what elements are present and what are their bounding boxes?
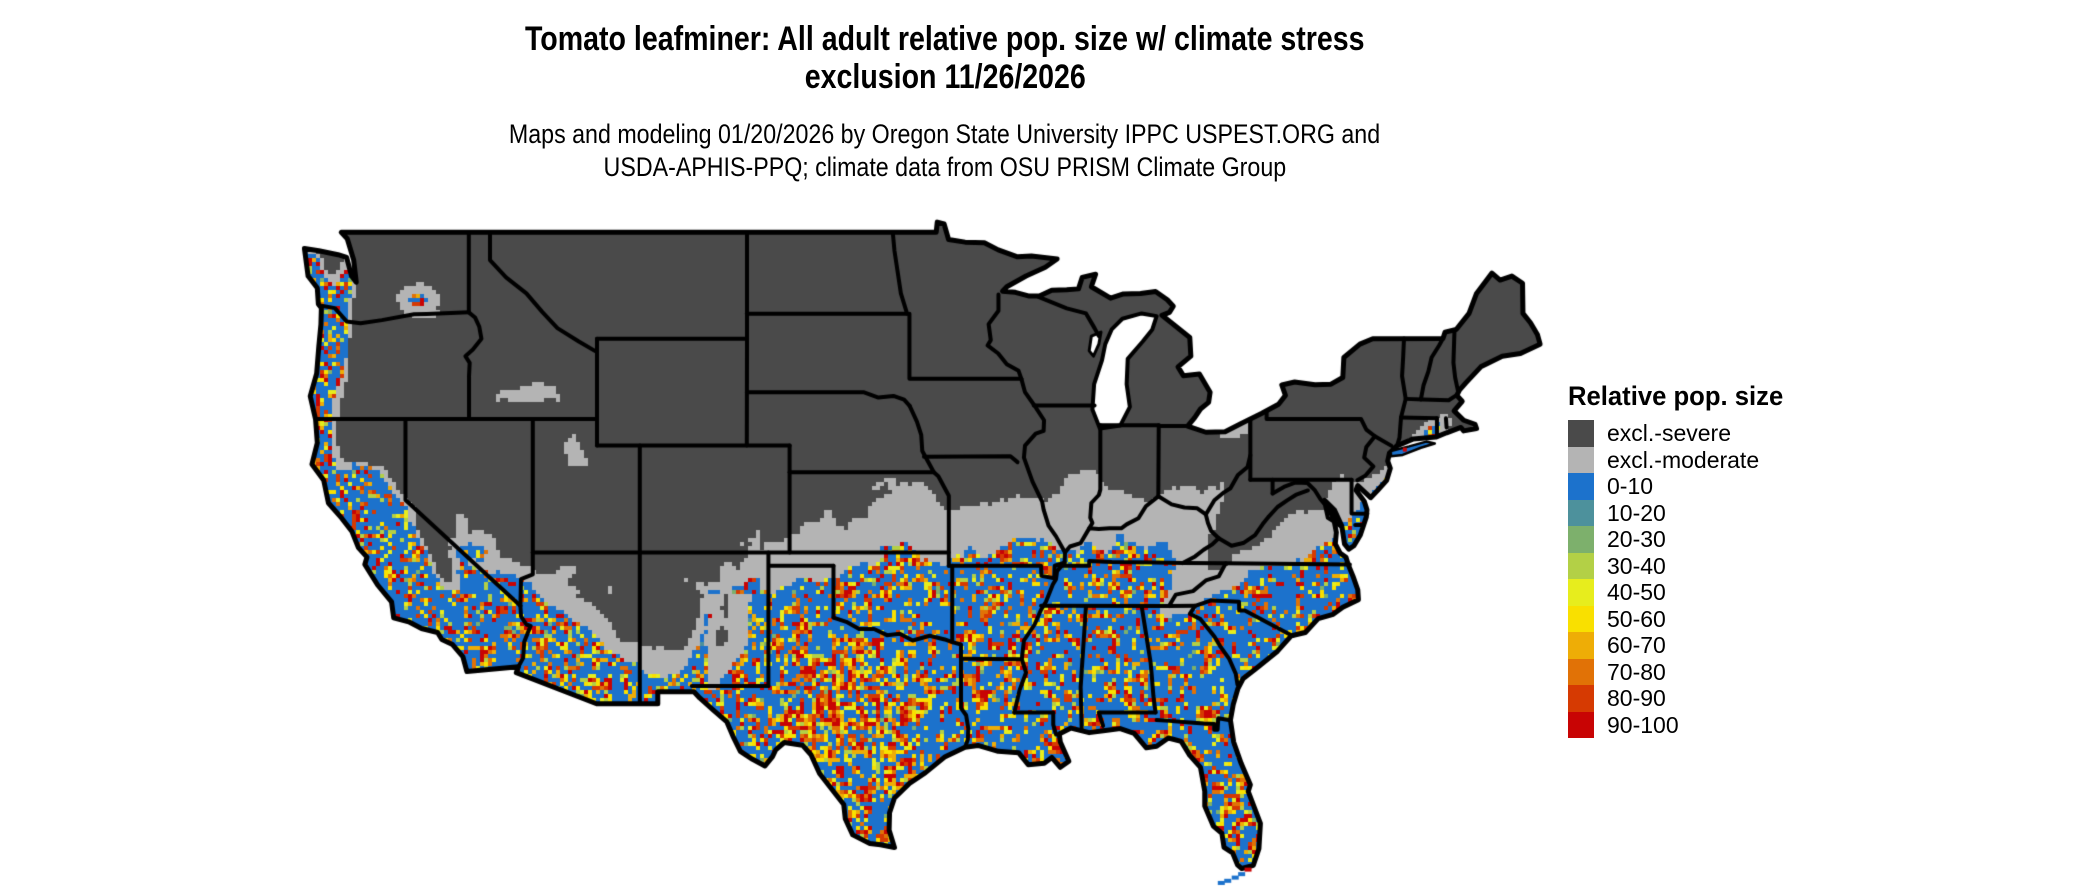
legend-item: 0-10 <box>1568 473 1795 500</box>
legend-item-label: 10-20 <box>1607 499 1666 526</box>
legend-swatch <box>1568 711 1594 738</box>
map-title: Tomato leafminer: All adult relative pop… <box>0 20 1890 96</box>
legend-item-label: 50-60 <box>1607 605 1666 632</box>
map-subtitle-line1: Maps and modeling 01/20/2026 by Oregon S… <box>509 119 1381 149</box>
legend-item-label: 20-30 <box>1607 526 1666 552</box>
legend-item: 40-50 <box>1568 579 1795 606</box>
legend: Relative pop. size excl.-severe excl.-mod… <box>1568 381 1795 738</box>
legend-swatch <box>1568 420 1594 447</box>
legend-swatch <box>1568 605 1594 632</box>
legend-swatch <box>1568 499 1594 526</box>
legend-swatch <box>1568 579 1594 606</box>
map-subtitle-line2: USDA-APHIS-PPQ; climate data from OSU PR… <box>603 152 1287 182</box>
legend-swatch <box>1568 658 1594 685</box>
map-title-line2: exclusion 11/26/2026 <box>804 58 1086 96</box>
legend-item-label: 0-10 <box>1607 473 1654 499</box>
legend-item: 60-70 <box>1568 632 1795 659</box>
legend-item: 30-40 <box>1568 552 1795 579</box>
legend-item-label: 80-90 <box>1607 685 1666 711</box>
legend-item-label: 70-80 <box>1607 658 1666 685</box>
legend-swatch <box>1568 552 1594 579</box>
legend-item-label: 30-40 <box>1607 552 1666 579</box>
map-title-line1: Tomato leafminer: All adult relative pop… <box>525 20 1365 58</box>
legend-item-label: 40-50 <box>1607 579 1666 605</box>
legend-item-label: 90-100 <box>1607 711 1679 738</box>
legend-swatch <box>1568 632 1594 659</box>
legend-item: 90-100 <box>1568 711 1795 738</box>
legend-swatch <box>1568 473 1594 500</box>
legend-item: 70-80 <box>1568 658 1795 685</box>
legend-swatch <box>1568 526 1594 553</box>
legend-rows: excl.-severe excl.-moderate 0-10 10-20 20-30… <box>1568 420 1795 738</box>
legend-swatch <box>1568 446 1594 473</box>
legend-item: excl.-severe <box>1568 420 1795 447</box>
legend-item-label: excl.-moderate <box>1607 446 1760 473</box>
legend-item-label: 60-70 <box>1607 632 1666 658</box>
legend-item: 80-90 <box>1568 685 1795 712</box>
legend-swatch <box>1568 685 1594 712</box>
legend-item: 10-20 <box>1568 499 1795 526</box>
legend-item-label: excl.-severe <box>1607 420 1731 446</box>
legend-title: Relative pop. size <box>1568 381 1784 411</box>
legend-item: excl.-moderate <box>1568 446 1795 473</box>
legend-item: 20-30 <box>1568 526 1795 553</box>
legend-item: 50-60 <box>1568 605 1795 632</box>
map-subtitle: Maps and modeling 01/20/2026 by Oregon S… <box>0 118 1890 184</box>
